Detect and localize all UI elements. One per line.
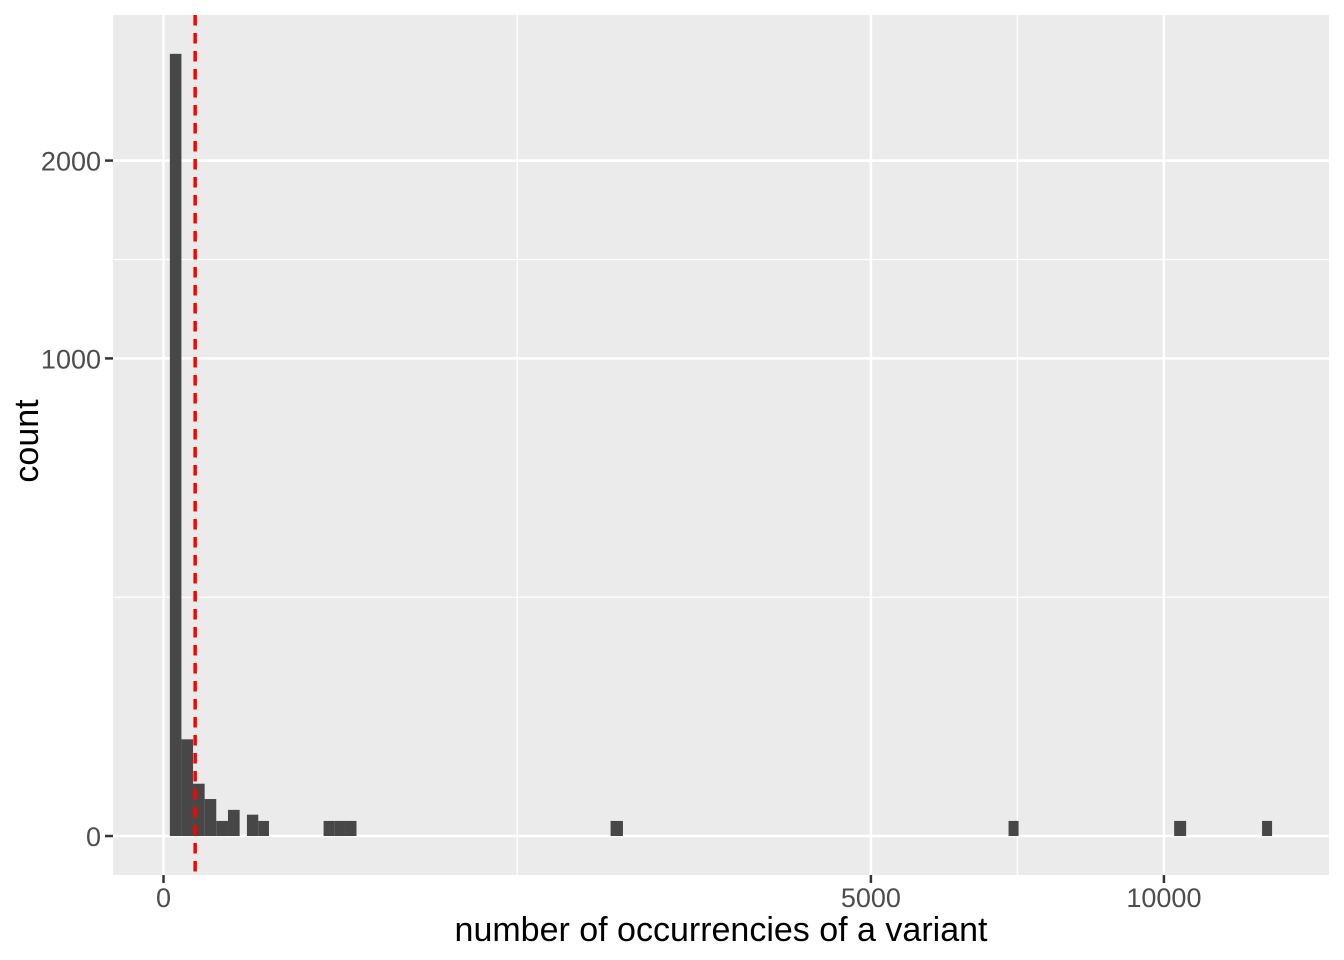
y-tick-label: 2000 [41,147,101,177]
y-axis-title: count [8,399,46,483]
grid-minor-layer [113,15,1329,875]
histogram-bar [181,739,194,837]
histogram-bar [227,809,240,837]
y-tick-label: 1000 [41,344,101,374]
grid-major-layer [113,15,1329,875]
histogram-bar [323,820,335,837]
histogram-bar [610,820,623,837]
x-tick-label: 0 [156,883,171,913]
bars-layer [169,53,1273,837]
histogram-bar [334,820,346,837]
panel-background [113,15,1329,875]
axis-layer: 0 5000 10000 0 1000 2000 [41,147,1202,913]
histogram-bar [204,799,217,837]
histogram-bar [1262,820,1273,837]
panel-layer [113,15,1329,875]
histogram-bar [1174,820,1187,837]
histogram-bar [216,820,228,837]
histogram-bar [246,814,259,837]
x-tick-label: 5000 [841,883,901,913]
x-tick-label: 10000 [1126,883,1201,913]
histogram-bar [345,820,357,837]
x-axis-title: number of occurrencies of a variant [455,911,988,949]
histogram-bar [1008,820,1019,837]
histogram-bar [193,783,205,837]
histogram-bar [169,53,182,837]
histogram-bar [258,820,269,837]
y-tick-label: 0 [86,822,101,852]
